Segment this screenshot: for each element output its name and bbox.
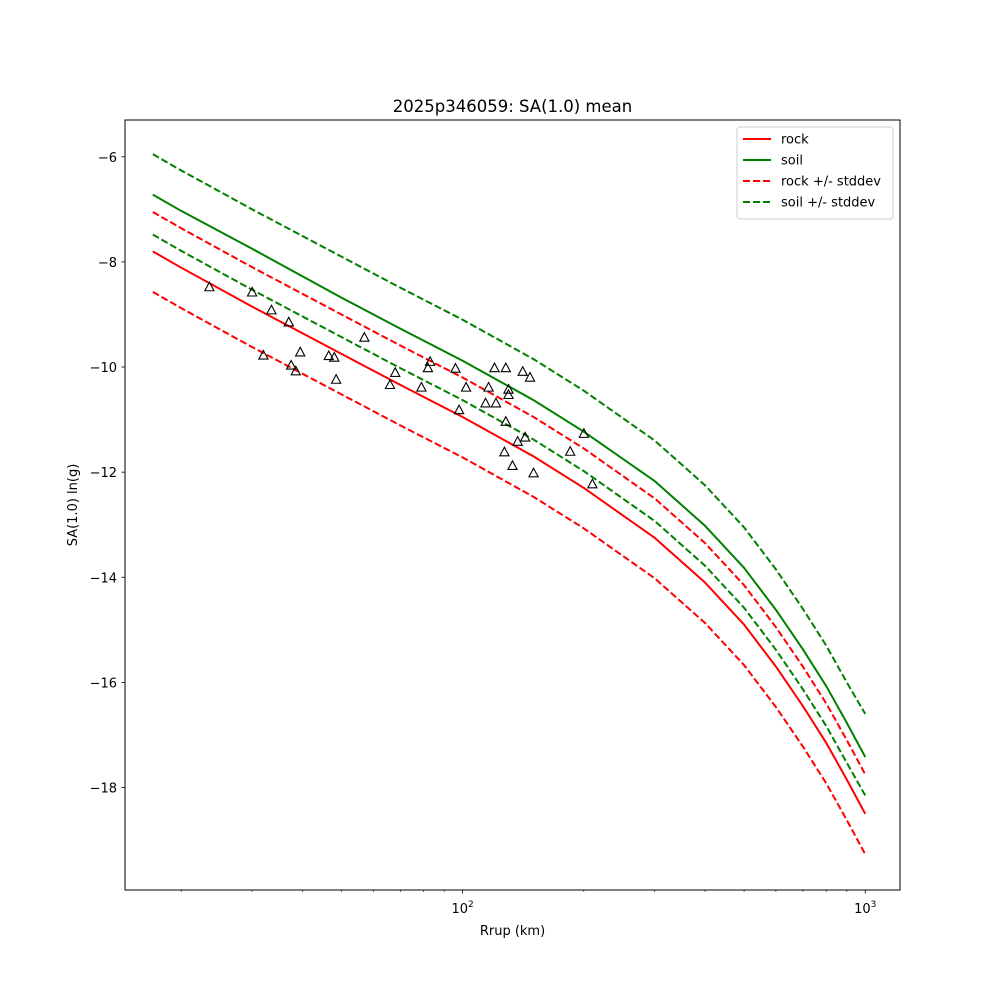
observation-marker [483, 381, 495, 392]
observation-marker [500, 415, 512, 426]
series-line-4 [152, 153, 867, 715]
axis-layer: −18 −16 −14 −12 −10 −8 −6 102 103 [90, 151, 877, 917]
y-tick-label: −14 [90, 571, 117, 586]
observation-marker [498, 446, 510, 457]
y-tick-label: −18 [90, 782, 117, 797]
legend-label: soil +/- stddev [781, 196, 876, 211]
x-tick-label: 102 [451, 900, 473, 917]
observation-marker [528, 467, 540, 478]
observation-marker [586, 478, 598, 489]
legend: rock soil rock +/- stddev soil +/- stddev [736, 126, 894, 220]
observation-marker [358, 331, 370, 342]
observation-marker [283, 316, 295, 327]
y-tick-label: −16 [90, 676, 117, 691]
plot-frame [124, 119, 901, 891]
observation-marker [203, 280, 215, 292]
observation-marker [460, 381, 472, 392]
observation-marker [519, 431, 531, 442]
observation-marker [330, 373, 342, 384]
observation-marker [502, 383, 515, 394]
observation-marker [323, 349, 335, 361]
observation-marker [512, 435, 524, 446]
observation-marker [500, 361, 512, 373]
y-axis-label: SA(1.0) ln(g) [66, 464, 81, 547]
chart-title: 2025p346059: SA(1.0) mean [393, 97, 632, 116]
observation-marker [290, 365, 302, 376]
observation-marker [564, 445, 576, 456]
x-axis-label: Rrup (km) [480, 924, 545, 939]
legend-label: rock [781, 133, 809, 148]
series-line-0 [152, 250, 867, 815]
plot-layer [152, 153, 867, 855]
observation-marker [480, 397, 492, 408]
observation-marker [506, 459, 519, 470]
observation-marker [453, 403, 465, 415]
y-tick-label: −10 [90, 361, 117, 376]
y-tick-label: −12 [90, 466, 117, 481]
legend-label: soil [781, 154, 803, 169]
y-tick-label: −8 [98, 256, 117, 271]
y-tick-label: −6 [98, 151, 117, 166]
series-line-2 [152, 211, 867, 775]
observation-marker [389, 366, 401, 377]
observation-marker [488, 361, 501, 373]
series-line-1 [152, 193, 867, 758]
observation-marker [265, 304, 277, 315]
observation-marker [384, 378, 396, 390]
observation-marker [502, 388, 515, 400]
observation-marker [524, 371, 536, 382]
observation-marker [517, 365, 529, 376]
legend-label: rock +/- stddev [781, 175, 881, 190]
series-line-3 [152, 291, 867, 855]
observation-marker [246, 286, 258, 297]
legend-box [736, 126, 894, 220]
observation-marker [257, 349, 269, 360]
observation-marker [490, 397, 502, 408]
series-line-5 [152, 233, 867, 796]
observation-marker [578, 427, 590, 438]
observation-marker [449, 362, 462, 373]
observation-marker [285, 359, 297, 370]
observation-marker [424, 355, 436, 366]
observation-marker [328, 351, 340, 362]
x-tick-label: 103 [854, 900, 876, 917]
observation-marker [294, 346, 306, 357]
observation-marker [422, 361, 434, 373]
observation-marker [415, 381, 427, 392]
